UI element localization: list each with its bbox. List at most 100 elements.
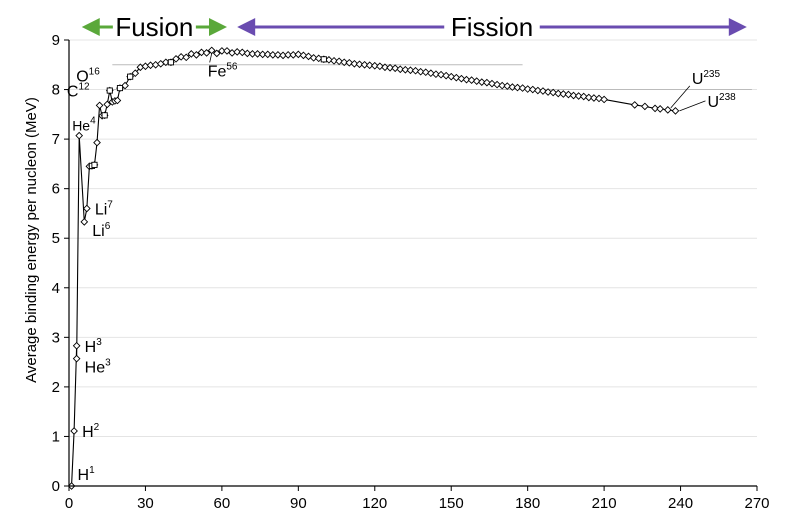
- data-point: [584, 93, 593, 102]
- data-point: [508, 83, 517, 91]
- fusion-fission-banner: Fusion Fission: [81, 12, 747, 42]
- y-axis-ticks: 0 1 2 3 4 5 6 7 8 9: [52, 32, 69, 495]
- y-tick-label: 1: [52, 428, 60, 445]
- data-point: [472, 77, 481, 85]
- data-point: [197, 48, 206, 57]
- y-tick-label: 3: [52, 329, 60, 346]
- data-point: [284, 51, 292, 59]
- data-point: [564, 90, 573, 99]
- data-point: [630, 101, 639, 109]
- data-point: [75, 131, 84, 140]
- data-point: [223, 47, 231, 55]
- u238-leader-line: [679, 100, 706, 112]
- isotope-label-u238: U238: [707, 92, 736, 111]
- x-tick-label: 240: [668, 495, 693, 512]
- data-point-square: [127, 73, 134, 80]
- isotope-label-c12: C12: [67, 81, 90, 100]
- y-tick-label: 2: [52, 379, 60, 396]
- isotope-label-u235: U235: [692, 69, 721, 88]
- data-point: [401, 65, 410, 74]
- data-point: [651, 104, 659, 113]
- x-tick-label: 90: [290, 495, 307, 512]
- data-point: [360, 60, 369, 69]
- data-point-square: [91, 161, 98, 168]
- data-point: [172, 54, 180, 63]
- isotope-label-li6: Li6: [92, 221, 110, 240]
- data-point: [559, 90, 568, 98]
- data-point: [263, 50, 272, 59]
- data-point: [93, 138, 101, 147]
- data-point: [340, 58, 349, 67]
- data-point: [544, 88, 552, 96]
- data-point: [238, 48, 247, 57]
- y-tick-label: 9: [52, 32, 60, 49]
- data-point: [376, 62, 384, 71]
- isotope-label-fe56: Fe56: [208, 61, 238, 80]
- data-point: [641, 102, 649, 111]
- curve-line: [70, 49, 676, 486]
- y-tick-label: 6: [52, 181, 60, 198]
- data-point-square: [167, 59, 174, 66]
- data-point: [370, 61, 379, 70]
- data-point: [309, 54, 318, 62]
- data-point: [70, 427, 78, 435]
- data-point: [493, 80, 501, 89]
- data-point: [233, 48, 242, 56]
- data-point: [141, 62, 150, 71]
- y-tick-label: 7: [52, 131, 60, 148]
- data-point: [457, 74, 466, 83]
- reference-lines: [112, 64, 752, 91]
- isotope-label-h1: H1: [78, 465, 96, 484]
- data-point: [253, 50, 262, 58]
- binding-energy-curve: [70, 49, 676, 486]
- isotope-label-he3: He3: [85, 358, 111, 377]
- x-tick-label: 120: [362, 495, 387, 512]
- data-point: [131, 69, 140, 78]
- y-tick-label: 4: [52, 280, 60, 297]
- x-tick-label: 180: [515, 495, 540, 512]
- x-axis-ticks: 0 30 60 90 120 150 180 210 240 270: [65, 486, 770, 512]
- data-point: [95, 101, 104, 110]
- x-tick-label: 270: [744, 495, 769, 512]
- y-axis-title: Average binding energy per nucleon (MeV): [23, 97, 40, 383]
- data-point: [83, 204, 91, 213]
- data-point: [503, 82, 512, 90]
- data-point: [294, 50, 303, 59]
- data-point: [477, 78, 486, 86]
- data-point: [299, 51, 308, 60]
- y-tick-label: 5: [52, 230, 60, 247]
- data-point: [72, 341, 81, 350]
- data-point: [411, 66, 420, 75]
- data-point: [269, 51, 277, 59]
- x-tick-label: 0: [65, 495, 73, 512]
- data-point: [355, 60, 364, 69]
- data-point: [80, 218, 89, 226]
- data-point-square: [106, 87, 113, 94]
- data-point: [365, 61, 374, 70]
- data-point: [192, 51, 201, 59]
- data-point: [569, 91, 578, 100]
- data-point: [212, 49, 221, 58]
- isotope-label-o16: O16: [76, 67, 100, 86]
- x-tick-label: 60: [214, 495, 231, 512]
- fission-banner: Fission: [237, 12, 747, 42]
- data-point: [539, 87, 547, 95]
- data-point: [498, 81, 507, 90]
- data-point: [663, 106, 672, 114]
- axes: [68, 40, 757, 487]
- data-point: [447, 72, 456, 81]
- data-point: [396, 65, 405, 74]
- x-tick-label: 150: [439, 495, 464, 512]
- fission-arrow-right-head: [728, 18, 747, 36]
- data-point: [518, 84, 527, 92]
- data-point: [427, 69, 435, 78]
- data-point: [656, 105, 665, 113]
- isotope-label-h2: H2: [82, 422, 100, 441]
- data-point: [488, 79, 496, 88]
- data-point: [590, 94, 598, 102]
- data-point: [113, 96, 122, 105]
- data-point: [202, 49, 211, 57]
- x-tick-label: 30: [137, 495, 154, 512]
- data-point: [416, 67, 425, 76]
- isotope-label-he4: He4: [72, 116, 96, 134]
